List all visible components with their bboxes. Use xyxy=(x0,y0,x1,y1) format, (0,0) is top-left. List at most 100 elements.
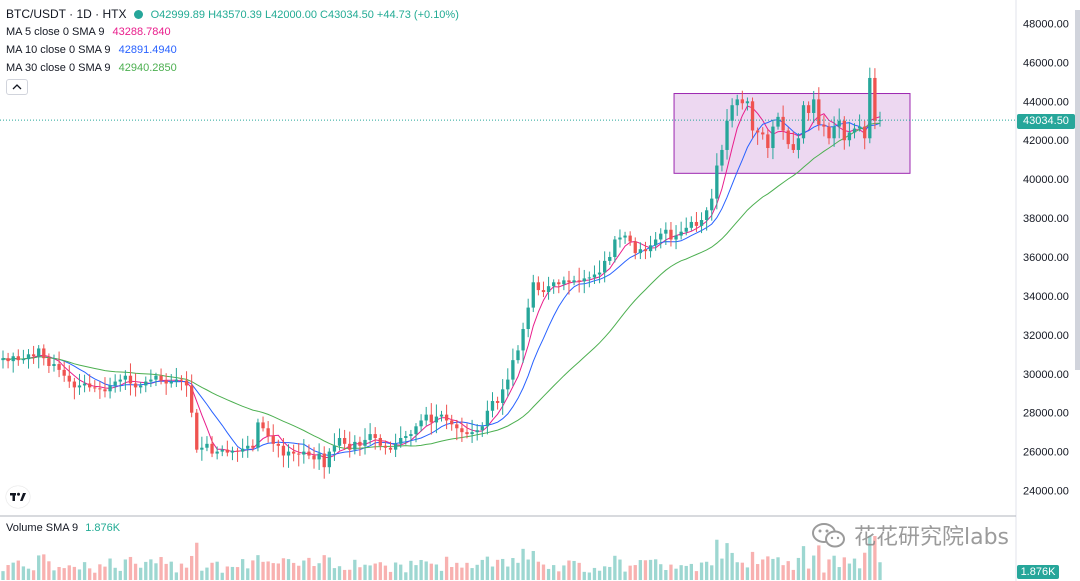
candle-body xyxy=(215,451,219,454)
market-status-icon[interactable] xyxy=(133,10,143,19)
indicator-value: 43288.7840 xyxy=(112,26,171,38)
volume-bar xyxy=(128,556,133,580)
volume-bar xyxy=(297,565,301,580)
volume-bar xyxy=(776,557,780,580)
indicator-ma5[interactable]: MA 5 close 0 SMA 9 43288.7840 xyxy=(6,23,459,41)
volume-bar xyxy=(801,546,806,580)
volume-bar xyxy=(261,561,265,580)
volume-tag: 1.876K xyxy=(1017,565,1059,579)
candle-body xyxy=(526,307,530,330)
candle-body xyxy=(429,414,433,423)
tradingview-logo-icon[interactable] xyxy=(6,486,30,508)
candle-body xyxy=(664,229,668,234)
candle-body xyxy=(52,364,56,366)
candle-body xyxy=(495,401,500,403)
volume-bar xyxy=(31,570,36,580)
candle-body xyxy=(485,410,490,427)
candle-body xyxy=(205,443,209,448)
candle-body xyxy=(98,388,102,390)
volume-bar xyxy=(618,559,622,580)
ma-line-30 xyxy=(2,122,881,449)
candle-body xyxy=(246,445,250,449)
candle-body xyxy=(455,424,459,429)
price-tick-label: 42000.00 xyxy=(1023,135,1069,147)
volume-bar xyxy=(378,562,382,580)
candle-body xyxy=(806,105,811,113)
volume-bar xyxy=(210,562,214,580)
candle-body xyxy=(358,441,362,446)
candle-body xyxy=(536,282,541,291)
volume-bar xyxy=(424,561,428,580)
volume-bar xyxy=(26,568,31,580)
volume-legend[interactable]: Volume SMA 9 1.876K xyxy=(6,522,120,534)
volume-bar xyxy=(562,565,566,580)
volume-bar xyxy=(246,568,250,580)
candle-body xyxy=(460,428,464,433)
candle-body xyxy=(842,120,846,141)
candle-body xyxy=(669,229,673,240)
price-axis[interactable]: 24000.00 26000.00 28000.00 30000.00 32000.00… xyxy=(1023,18,1069,497)
candle-body xyxy=(868,77,872,139)
volume-bar xyxy=(745,567,750,580)
price-tick-label: 32000.00 xyxy=(1023,330,1069,342)
candle-body xyxy=(230,450,235,453)
volume-bar xyxy=(633,565,637,580)
candle-body xyxy=(827,126,831,139)
candle-body xyxy=(16,356,20,361)
volume-bar xyxy=(409,560,413,580)
volume-bar xyxy=(383,565,388,580)
indicator-ma10[interactable]: MA 10 close 0 SMA 9 42891.4940 xyxy=(6,41,459,59)
indicator-label: MA 10 close 0 SMA 9 xyxy=(6,44,111,56)
volume-bar xyxy=(271,563,275,580)
candle-body xyxy=(623,235,627,238)
volume-bar xyxy=(200,570,204,580)
volume-bar xyxy=(317,563,321,580)
volume-bar xyxy=(623,571,627,580)
candle-body xyxy=(291,451,296,454)
volume-bar xyxy=(694,571,699,580)
candle-body xyxy=(740,99,744,104)
candle-body xyxy=(220,449,224,452)
candle-body xyxy=(337,437,342,446)
volume-bar xyxy=(179,563,184,580)
volume-bar xyxy=(847,563,852,580)
volume-bar xyxy=(169,561,173,580)
candle-body xyxy=(235,450,240,452)
candle-body xyxy=(857,126,862,129)
volume-bar xyxy=(720,558,724,580)
volume-bar xyxy=(98,564,102,580)
symbol-title[interactable]: BTC/USDT · 1D · HTX xyxy=(6,7,127,21)
candle-body xyxy=(761,132,765,135)
volume-bar xyxy=(118,570,122,580)
indicator-ma30[interactable]: MA 30 close 0 SMA 9 42940.2850 xyxy=(6,59,459,77)
candle-body xyxy=(684,227,688,232)
candle-body xyxy=(128,375,133,384)
candle-body xyxy=(348,443,352,450)
candle-body xyxy=(261,422,265,429)
volume-bar xyxy=(750,551,755,580)
candle-body xyxy=(613,239,617,257)
volume-bar xyxy=(42,554,46,580)
price-axis-scrollbar[interactable] xyxy=(1075,10,1080,370)
volume-bar xyxy=(348,569,352,580)
volume-bar xyxy=(582,571,586,580)
candle-body xyxy=(21,359,26,361)
volume-bar xyxy=(490,566,495,580)
candle-body xyxy=(832,126,836,139)
candle-body xyxy=(490,401,495,411)
chevron-up-icon[interactable] xyxy=(6,79,28,95)
candle-body xyxy=(240,448,245,452)
volume-bar xyxy=(648,559,653,580)
candle-body xyxy=(103,389,107,392)
candle-body xyxy=(587,277,592,279)
volume-bar xyxy=(541,564,546,580)
candle-body xyxy=(643,249,648,252)
volume-bar xyxy=(679,565,683,580)
candle-body xyxy=(439,414,444,417)
candle-body xyxy=(189,385,194,413)
volume-bar xyxy=(857,568,862,580)
volume-bar xyxy=(133,563,138,580)
candle-body xyxy=(210,443,214,454)
candle-body xyxy=(271,436,275,444)
